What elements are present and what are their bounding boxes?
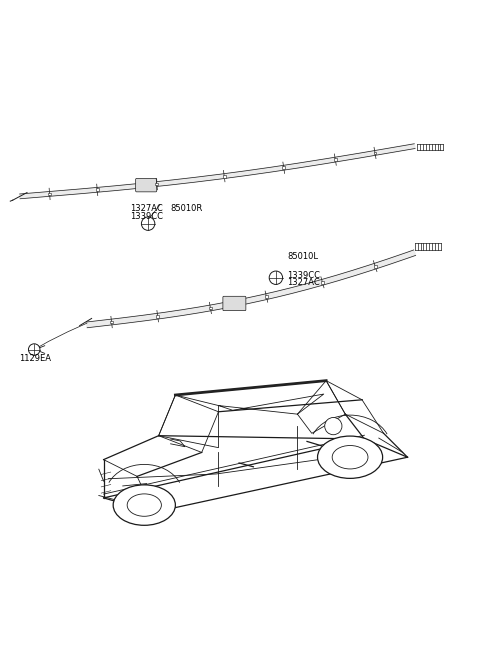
Ellipse shape bbox=[318, 436, 383, 478]
Bar bbox=[374, 265, 377, 268]
Bar bbox=[209, 306, 212, 310]
Polygon shape bbox=[86, 250, 416, 328]
Text: 1339CC: 1339CC bbox=[130, 212, 163, 221]
Text: 1327AC: 1327AC bbox=[130, 204, 163, 213]
Ellipse shape bbox=[332, 445, 368, 469]
Bar bbox=[265, 295, 268, 298]
Ellipse shape bbox=[127, 494, 161, 516]
Bar bbox=[223, 174, 226, 178]
FancyBboxPatch shape bbox=[223, 297, 246, 311]
Circle shape bbox=[142, 217, 155, 230]
Bar bbox=[373, 152, 376, 154]
Ellipse shape bbox=[113, 485, 175, 525]
Bar bbox=[321, 281, 324, 284]
FancyBboxPatch shape bbox=[136, 178, 157, 192]
Text: 85010R: 85010R bbox=[170, 204, 203, 213]
Text: 1327AC: 1327AC bbox=[287, 278, 320, 287]
Text: 1339CC: 1339CC bbox=[287, 271, 320, 279]
Polygon shape bbox=[20, 144, 415, 199]
Bar bbox=[282, 167, 285, 169]
Circle shape bbox=[269, 271, 283, 285]
Text: 85010L: 85010L bbox=[287, 251, 318, 260]
Bar bbox=[96, 188, 99, 192]
Bar bbox=[334, 158, 337, 161]
Circle shape bbox=[28, 344, 40, 356]
Bar bbox=[48, 192, 51, 195]
Bar bbox=[110, 321, 113, 323]
Circle shape bbox=[324, 417, 342, 435]
Bar bbox=[156, 182, 158, 186]
Text: 1129EA: 1129EA bbox=[19, 354, 51, 363]
Bar bbox=[156, 315, 159, 318]
